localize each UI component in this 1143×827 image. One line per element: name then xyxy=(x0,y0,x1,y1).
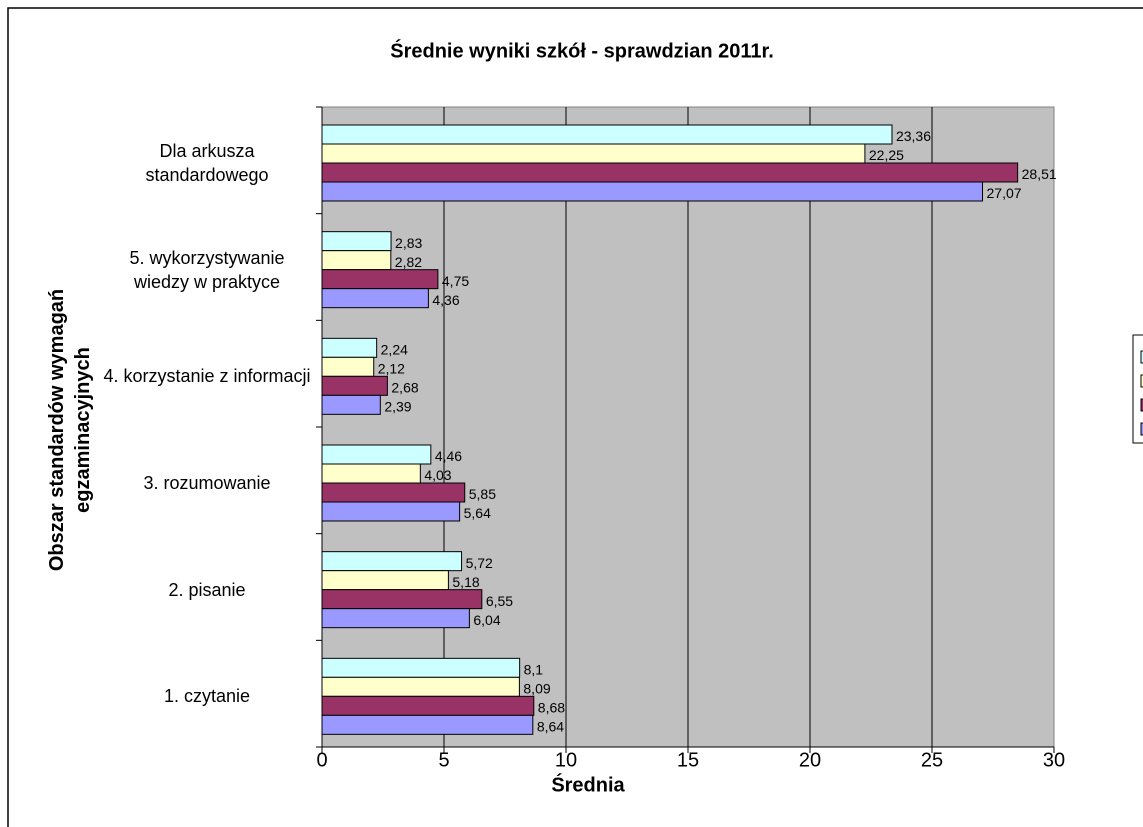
bar xyxy=(321,231,392,252)
legend-box xyxy=(1132,334,1143,444)
value-label: 5,18 xyxy=(452,574,479,590)
y-axis-label: Obszar standardów wymagań egzaminacyjnyc… xyxy=(46,288,94,572)
x-axis-label: Średnia xyxy=(551,772,625,796)
value-label: 4,36 xyxy=(432,292,459,308)
x-tick-label: 5 xyxy=(438,749,449,771)
value-label: 2,82 xyxy=(395,254,422,270)
value-label: 5,85 xyxy=(469,486,496,502)
bar xyxy=(321,463,421,484)
legend-swatch xyxy=(1140,422,1143,436)
legend-swatch xyxy=(1140,350,1143,364)
value-label: 2,39 xyxy=(384,399,411,415)
bar xyxy=(321,288,429,309)
bar xyxy=(321,676,520,697)
y-tick-label: Dla arkusza standardowego xyxy=(145,141,269,185)
value-label: 23,36 xyxy=(896,128,931,144)
bar xyxy=(321,269,439,290)
x-tick-label: 10 xyxy=(555,749,577,771)
chart-title: Średnie wyniki szkół - sprawdzian 2011r. xyxy=(390,38,774,62)
bar xyxy=(321,695,535,716)
bar xyxy=(321,657,521,678)
value-label: 5,72 xyxy=(466,555,493,571)
bar xyxy=(321,570,449,591)
bar xyxy=(321,181,984,202)
value-label: 8,64 xyxy=(537,719,564,735)
bar xyxy=(321,551,463,572)
value-label: 2,24 xyxy=(381,342,408,358)
bar xyxy=(321,162,1019,183)
value-label: 5,64 xyxy=(464,505,491,521)
value-label: 4,75 xyxy=(442,273,469,289)
value-label: 6,04 xyxy=(473,612,500,628)
x-tick-label: 30 xyxy=(1043,749,1065,771)
bar xyxy=(321,143,866,164)
value-label: 2,68 xyxy=(391,380,418,396)
bar xyxy=(321,356,375,377)
value-label: 27,07 xyxy=(987,185,1022,201)
bar xyxy=(321,608,470,629)
bar xyxy=(321,589,483,610)
bar xyxy=(321,394,381,415)
legend-swatch xyxy=(1140,398,1143,412)
value-label: 4,46 xyxy=(435,448,462,464)
y-tick-label: 2. pisanie xyxy=(168,579,246,600)
bar xyxy=(321,337,378,358)
bar xyxy=(321,714,534,735)
bar xyxy=(321,375,388,396)
x-tick-label: 15 xyxy=(677,749,699,771)
y-tick-label: 1. czytanie xyxy=(163,686,251,707)
legend-swatch xyxy=(1140,374,1143,388)
bar xyxy=(321,482,466,503)
value-label: 8,1 xyxy=(524,662,544,678)
value-label: 28,51 xyxy=(1022,166,1057,182)
value-label: 2,12 xyxy=(378,361,405,377)
x-tick-label: 20 xyxy=(799,749,821,771)
value-label: 2,83 xyxy=(395,235,422,251)
y-tick-label: 3. rozumowanie xyxy=(143,473,271,493)
value-label: 8,68 xyxy=(538,700,565,716)
y-tick-label: 5. wykorzystywanie wiedzy w praktyce xyxy=(129,247,285,292)
value-label: 6,55 xyxy=(486,593,513,609)
y-tick-label: 4. korzystanie z informacji xyxy=(103,366,311,387)
bar xyxy=(321,250,392,271)
value-label: 22,25 xyxy=(869,147,904,163)
x-tick-label: 25 xyxy=(921,749,943,771)
bar xyxy=(321,124,893,145)
x-tick-label: 0 xyxy=(316,749,327,771)
value-label: 4,03 xyxy=(424,467,451,483)
value-label: 8,09 xyxy=(523,681,550,697)
bar xyxy=(321,444,432,465)
bar xyxy=(321,501,461,522)
